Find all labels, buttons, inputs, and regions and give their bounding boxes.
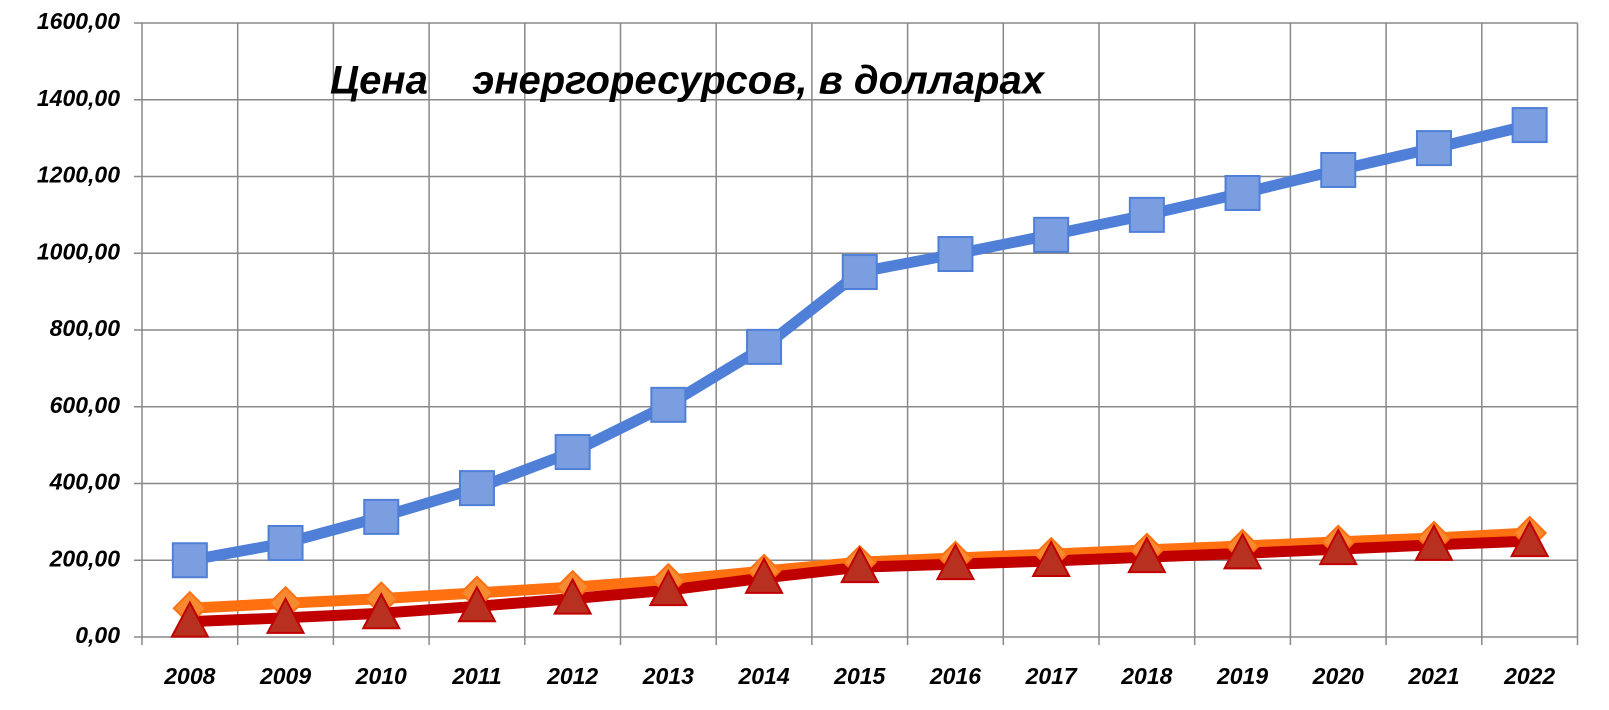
marker — [1509, 519, 1550, 558]
x-tick-label: 2015 — [833, 663, 886, 689]
x-tick-label: 2017 — [1025, 663, 1078, 689]
y-tick-label: 600,00 — [50, 392, 121, 418]
x-tick-label: 2011 — [451, 663, 501, 689]
marker — [841, 254, 878, 291]
marker — [1318, 527, 1358, 566]
x-tick-label: 2013 — [642, 663, 694, 689]
marker — [1320, 151, 1357, 188]
marker — [648, 569, 689, 607]
marker — [171, 542, 208, 579]
x-tick-label: 2022 — [1503, 663, 1555, 689]
y-tick-label: 400,00 — [49, 469, 121, 495]
x-tick-label: 2016 — [929, 663, 981, 689]
marker — [1511, 107, 1548, 144]
marker — [1224, 175, 1261, 212]
y-tick-label: 1400,00 — [37, 85, 120, 111]
y-tick-label: 0,00 — [75, 622, 120, 648]
series-line — [188, 119, 1531, 566]
marker — [840, 546, 880, 584]
chart-title: Цена энергоресурсов, в долларах — [330, 59, 1046, 103]
marker — [1128, 196, 1165, 233]
marker — [746, 328, 783, 365]
marker — [1031, 539, 1071, 578]
marker — [458, 470, 495, 507]
marker — [1127, 536, 1167, 574]
marker — [744, 556, 784, 594]
x-tick-label: 2009 — [259, 663, 311, 689]
marker — [361, 592, 401, 630]
marker — [937, 236, 974, 273]
x-tick-label: 2018 — [1120, 663, 1172, 689]
marker — [170, 600, 210, 638]
x-tick-label: 2019 — [1216, 663, 1268, 689]
marker — [1222, 532, 1263, 570]
y-tick-label: 200,00 — [49, 545, 121, 571]
x-tick-label: 2014 — [737, 663, 789, 689]
marker — [267, 524, 304, 561]
x-tick-label: 2008 — [163, 663, 215, 689]
x-tick-label: 2021 — [1407, 663, 1459, 689]
marker — [457, 585, 497, 623]
y-tick-label: 1200,00 — [37, 162, 120, 188]
y-tick-label: 800,00 — [50, 315, 121, 341]
marker — [265, 596, 306, 634]
marker — [935, 542, 976, 581]
x-tick-label: 2020 — [1312, 663, 1364, 689]
marker — [1033, 216, 1070, 253]
y-tick-label: 1000,00 — [37, 238, 120, 264]
marker — [1414, 523, 1454, 561]
y-tick-label: 1600,00 — [37, 8, 120, 34]
marker — [650, 386, 687, 423]
marker — [552, 577, 593, 615]
marker — [1415, 130, 1452, 167]
x-tick-label: 2010 — [355, 663, 407, 689]
marker — [554, 434, 591, 471]
x-tick-label: 2012 — [546, 663, 598, 689]
marker — [363, 498, 400, 535]
